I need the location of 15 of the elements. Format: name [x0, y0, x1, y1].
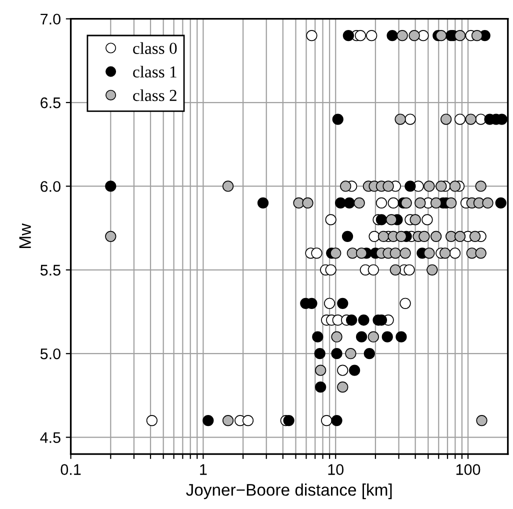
y-tick-label: 5.5 — [40, 264, 60, 276]
x-tick-label: 100 — [456, 464, 480, 475]
legend-label: class 1 — [133, 66, 176, 78]
x-tick-label: 1 — [200, 464, 207, 475]
x-axis-title: Joyner−Boore distance [km] — [186, 484, 392, 500]
x-tick-label: 0.1 — [60, 464, 81, 475]
y-tick-label: 5.0 — [40, 348, 60, 360]
legend-label: class 0 — [133, 42, 177, 54]
x-tick-label: 10 — [328, 464, 344, 475]
y-tick-label: 7.0 — [40, 14, 60, 25]
y-axis-title: Mw — [19, 223, 31, 248]
y-tick-label: 6.0 — [40, 181, 60, 192]
y-tick-label: 6.5 — [40, 97, 60, 108]
y-tick-label: 4.5 — [40, 432, 60, 443]
legend-label: class 2 — [133, 89, 176, 102]
